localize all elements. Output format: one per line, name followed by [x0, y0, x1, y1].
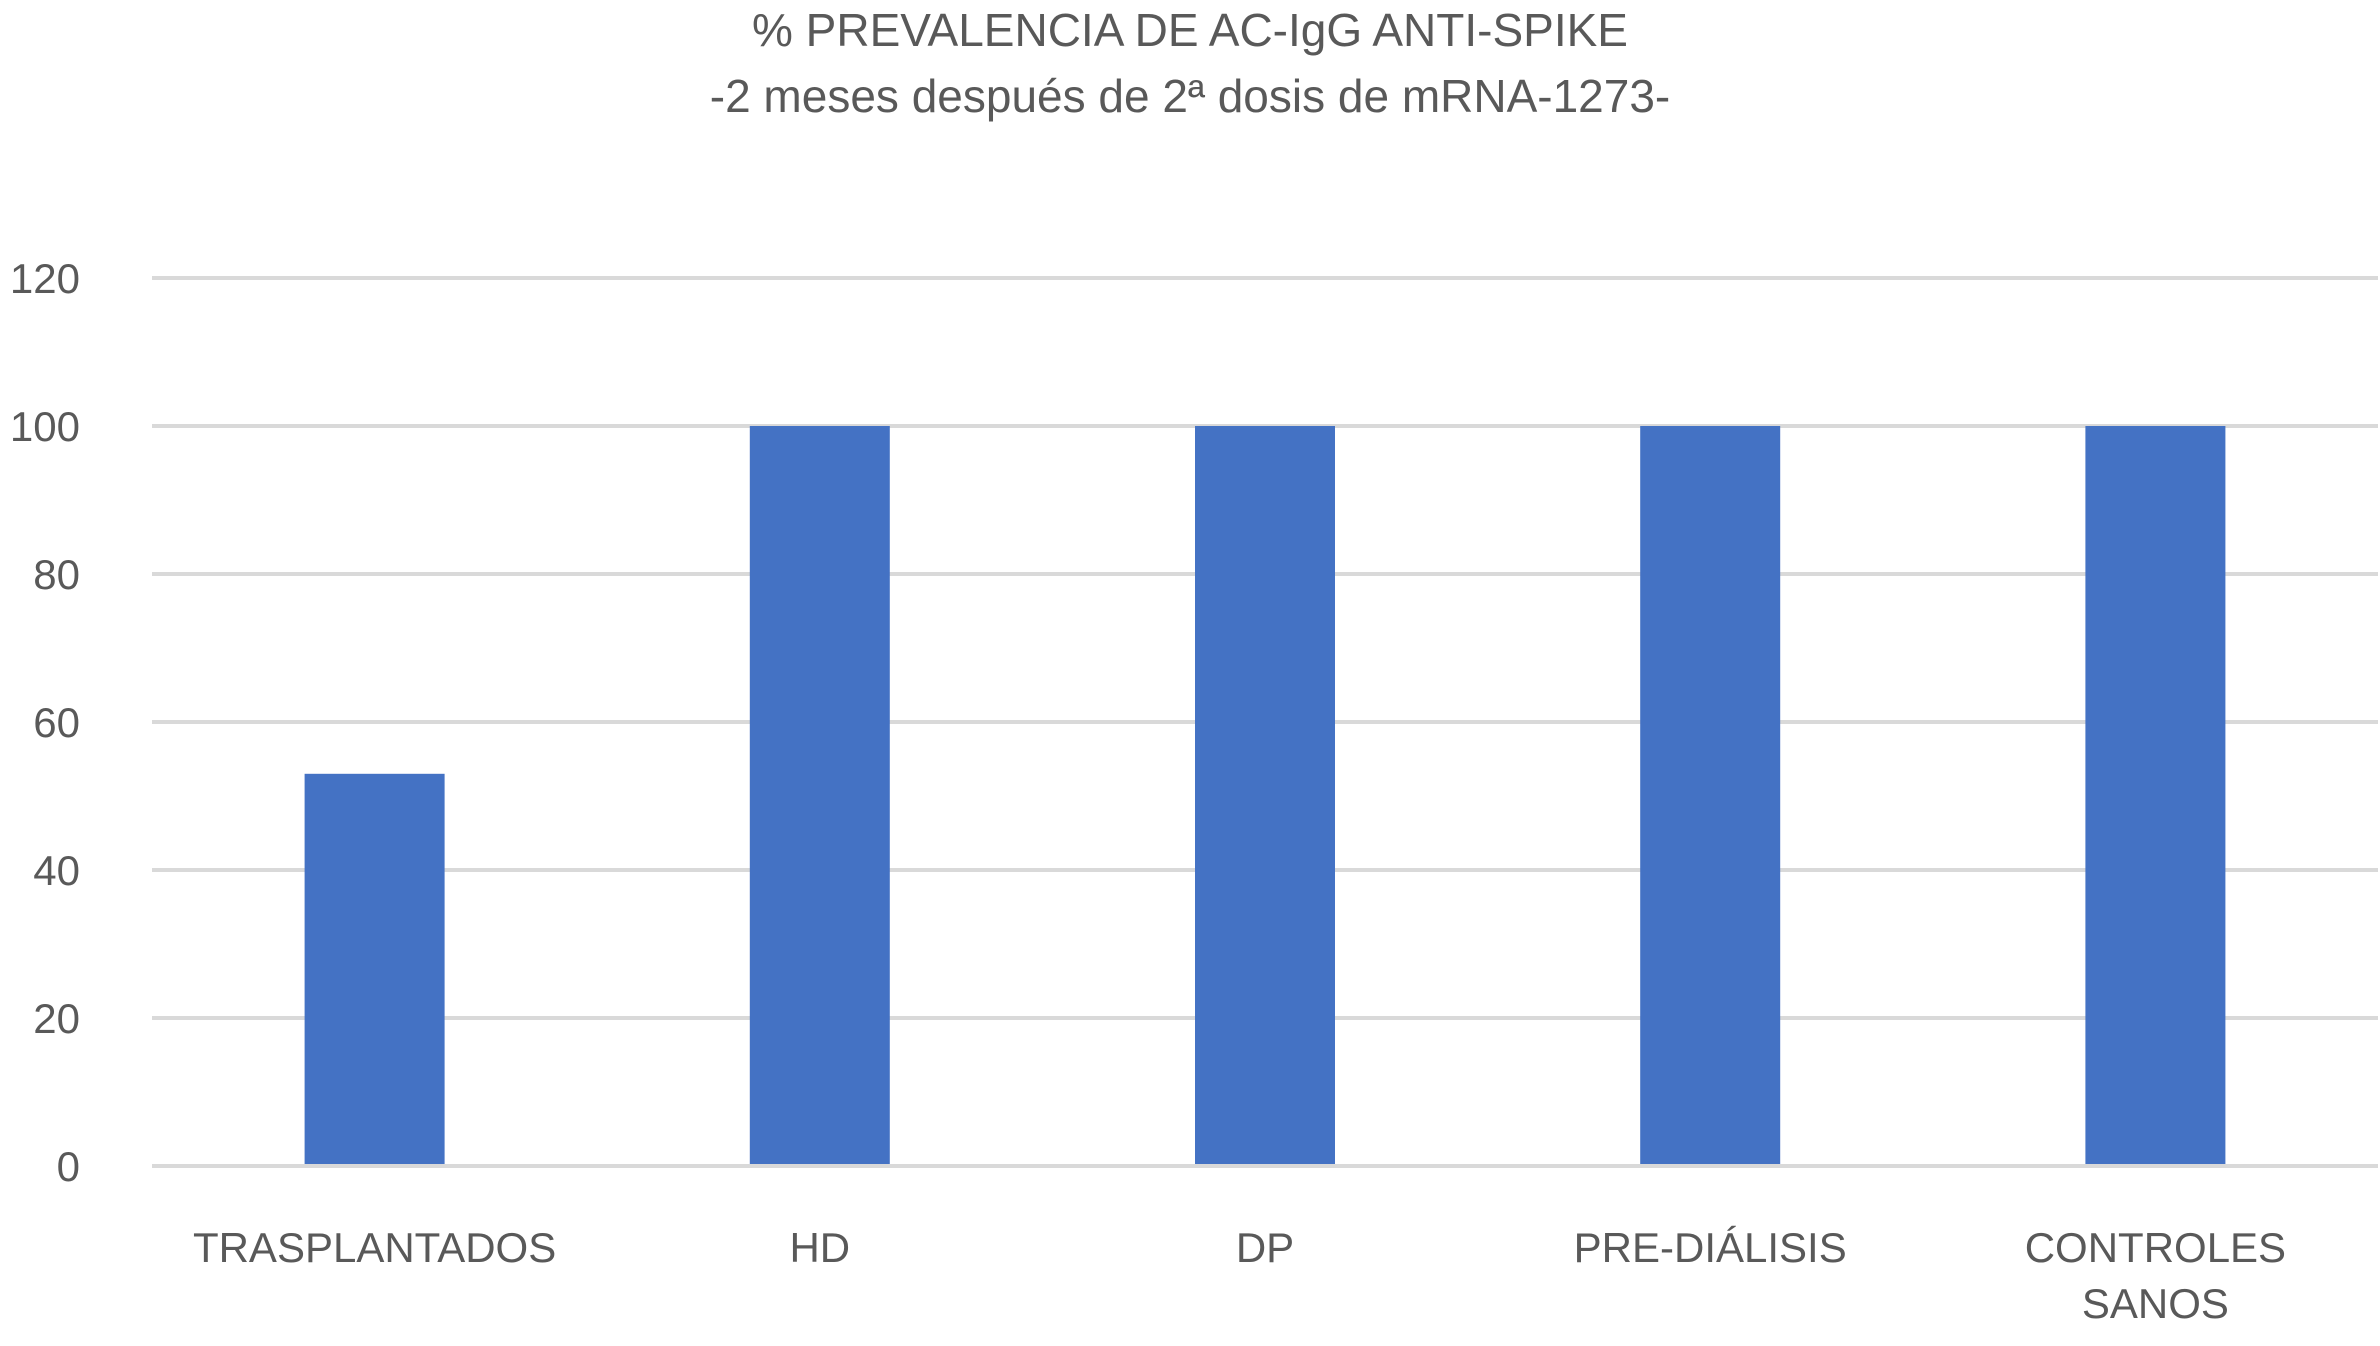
x-axis-labels: TRASPLANTADOS HD DP PRE-DIÁLISIS CONTROLES SA… [193, 1224, 2286, 1327]
bar [304, 773, 445, 1164]
x-tick-label: PRE-DIÁLISIS [1574, 1224, 1847, 1271]
x-tick-label: CONTROLES [2025, 1224, 2286, 1271]
x-tick-label: DP [1236, 1224, 1294, 1271]
y-tick-label: 80 [33, 551, 80, 598]
y-tick-label: 100 [10, 403, 80, 450]
bar [749, 426, 890, 1164]
x-tick-label: SANOS [2082, 1280, 2229, 1327]
y-tick-label: 20 [33, 995, 80, 1042]
x-tick-label: TRASPLANTADOS [193, 1224, 556, 1271]
y-tick-label: 0 [57, 1143, 80, 1190]
bar [1640, 426, 1781, 1164]
y-tick-label: 120 [10, 255, 80, 302]
chart-title: % PREVALENCIA DE AC-IgG ANTI-SPIKE [752, 4, 1628, 56]
bar [1195, 426, 1335, 1164]
y-tick-label: 60 [33, 699, 80, 746]
x-tick-label: HD [789, 1224, 850, 1271]
y-tick-label: 40 [33, 847, 80, 894]
chart-subtitle: -2 meses después de 2ª dosis de mRNA-127… [710, 70, 1671, 122]
bars [304, 426, 2226, 1164]
y-axis-ticks: 0 20 40 60 80 100 120 [10, 255, 80, 1190]
bar [2085, 426, 2226, 1164]
